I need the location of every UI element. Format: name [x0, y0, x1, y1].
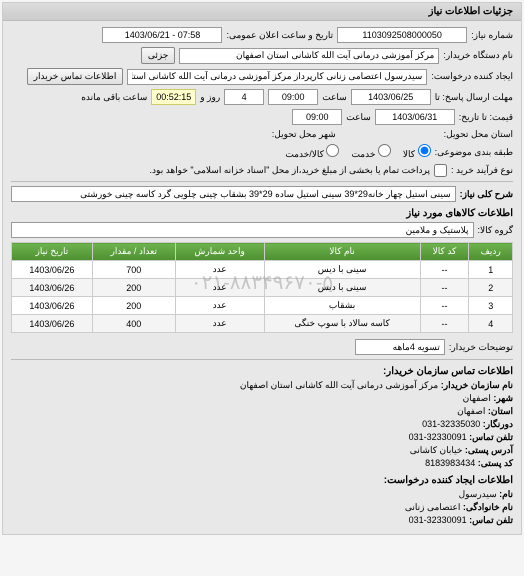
table-cell: -- — [420, 297, 469, 315]
table-cell: 4 — [469, 315, 513, 333]
table-cell: 1 — [469, 261, 513, 279]
radio-both-label[interactable]: کالا/خدمت — [285, 144, 339, 160]
price-label: قیمت: تا تاریخ: — [459, 112, 513, 123]
radio-both[interactable] — [326, 144, 339, 157]
table-cell: 1403/06/26 — [12, 315, 93, 333]
purchase-type-label: نوع فرآیند خرید : — [451, 165, 513, 176]
announce-date-label: تاریخ و ساعت اعلان عمومی: — [226, 30, 333, 41]
address-line: آدرس پستی: خیابان کاشانی — [11, 445, 513, 456]
requester-org-input[interactable] — [179, 48, 439, 64]
table-cell: سینی با دیس — [264, 261, 420, 279]
table-cell: عدد — [175, 279, 264, 297]
table-row: 3--بشقابعدد2001403/06/26 — [12, 297, 513, 315]
divider-2 — [11, 359, 513, 360]
org-name-line: نام سازمان خریدار: مرکز آموزشی درمانی آی… — [11, 380, 513, 391]
remaining-days-input — [224, 89, 264, 105]
group-input[interactable] — [11, 222, 474, 238]
remaining-time-box: 00:52:15 — [151, 89, 196, 105]
table-cell: 1403/06/26 — [12, 279, 93, 297]
group-label: گروه کالا: — [478, 225, 513, 236]
table-header: واحد شمارش — [175, 243, 264, 261]
buyer-notes-input[interactable] — [355, 339, 445, 355]
contact-button[interactable]: اطلاعات تماس خریدار — [27, 68, 124, 85]
creator-name-line: نام: سیدرسول — [11, 489, 513, 500]
table-cell: 3 — [469, 297, 513, 315]
table-header: نام کالا — [264, 243, 420, 261]
goods-info-title: اطلاعات کالاهای مورد نیاز — [11, 208, 513, 219]
table-cell: عدد — [175, 315, 264, 333]
postal-line: کد پستی: 8183983434 — [11, 458, 513, 469]
general-desc-label: شرح کلی نیاز: — [460, 189, 513, 200]
table-row: 2--سینی با دیسعدد2001403/06/26 — [12, 279, 513, 297]
time-label-1: ساعت — [322, 92, 347, 103]
creator-lastname-line: نام خانوادگی: اعتصامی زنانی — [11, 502, 513, 513]
table-header: تعداد / مقدار — [92, 243, 175, 261]
table-header: کد کالا — [420, 243, 469, 261]
radio-service-label[interactable]: خدمت — [351, 144, 390, 160]
price-time-input[interactable] — [292, 109, 342, 125]
purchase-type-text: پرداخت تمام یا بخشی از مبلغ خرید،از محل … — [150, 165, 430, 176]
request-number-label: شماره نیاز: — [471, 30, 513, 41]
response-deadline-label: مهلت ارسال پاسخ: تا — [435, 92, 513, 103]
table-cell: 400 — [92, 315, 175, 333]
announce-date-input[interactable] — [102, 27, 222, 43]
table-cell: -- — [420, 279, 469, 297]
creator-label: ایجاد کننده درخواست: — [431, 71, 513, 82]
request-number-input[interactable] — [337, 27, 467, 43]
buyer-notes-label: توضیحات خریدار: — [449, 342, 513, 353]
time-label-2: ساعت — [346, 112, 371, 123]
table-header: تاریخ نیاز — [12, 243, 93, 261]
creator-phone-line: تلفن تماس: 32330091-031 — [11, 515, 513, 526]
details-button[interactable]: جزئی — [141, 47, 176, 64]
radio-goods-label[interactable]: کالا — [403, 144, 431, 160]
general-desc-input[interactable] — [11, 186, 456, 202]
creator-contact-title: اطلاعات ایجاد کننده درخواست: — [11, 475, 513, 486]
table-cell: کاسه سالاد با سوپ خنگی — [264, 315, 420, 333]
table-cell: بشقاب — [264, 297, 420, 315]
table-cell: سینی با دیس — [264, 279, 420, 297]
table-cell: 2 — [469, 279, 513, 297]
radio-service[interactable] — [378, 144, 391, 157]
radio-goods[interactable] — [418, 144, 431, 157]
phone-line: تلفن تماس: 32330091-031 — [11, 432, 513, 443]
table-cell: 200 — [92, 297, 175, 315]
goods-table: ردیفکد کالانام کالاواحد شمارشتعداد / مقد… — [11, 242, 513, 333]
table-cell: عدد — [175, 297, 264, 315]
packaging-radio-group: طبقه بندی موضوعی: کالا خدمت کالا/خدمت — [11, 144, 513, 160]
divider-1 — [11, 181, 513, 182]
province-line: استان: اصفهان — [11, 406, 513, 417]
table-cell: عدد — [175, 261, 264, 279]
delivery-place-label: استان محل تحویل: — [444, 129, 513, 140]
details-panel: جزئیات اطلاعات نیاز شماره نیاز: تاریخ و … — [2, 2, 522, 535]
table-cell: 1403/06/26 — [12, 297, 93, 315]
days-label: روز و — [200, 92, 220, 103]
table-row: 1--سینی با دیسعدد7001403/06/26 — [12, 261, 513, 279]
panel-title: جزئیات اطلاعات نیاز — [3, 3, 521, 21]
remaining-label: ساعت باقی مانده — [81, 92, 147, 103]
response-time-input[interactable] — [268, 89, 318, 105]
fax-line: دورنگار: 32335030-031 — [11, 419, 513, 430]
table-header: ردیف — [469, 243, 513, 261]
response-date-input[interactable] — [351, 89, 431, 105]
table-cell: 200 — [92, 279, 175, 297]
org-contact-title: اطلاعات تماس سازمان خریدار: — [11, 366, 513, 377]
price-date-input[interactable] — [375, 109, 455, 125]
requester-org-label: نام دستگاه خریدار: — [443, 50, 513, 61]
table-cell: -- — [420, 315, 469, 333]
packaging-label: طبقه بندی موضوعی: — [435, 147, 513, 158]
purchase-type-checkbox[interactable] — [434, 164, 447, 177]
city-line: شهر: اصفهان — [11, 393, 513, 404]
table-cell: -- — [420, 261, 469, 279]
table-row: 4--کاسه سالاد با سوپ خنگیعدد4001403/06/2… — [12, 315, 513, 333]
creator-input[interactable] — [127, 69, 427, 85]
table-wrap: ردیفکد کالانام کالاواحد شمارشتعداد / مقد… — [11, 242, 513, 333]
panel-body: شماره نیاز: تاریخ و ساعت اعلان عمومی: نا… — [3, 21, 521, 534]
table-cell: 1403/06/26 — [12, 261, 93, 279]
table-cell: 700 — [92, 261, 175, 279]
delivery-city-label: شهر محل تحویل: — [272, 129, 336, 140]
